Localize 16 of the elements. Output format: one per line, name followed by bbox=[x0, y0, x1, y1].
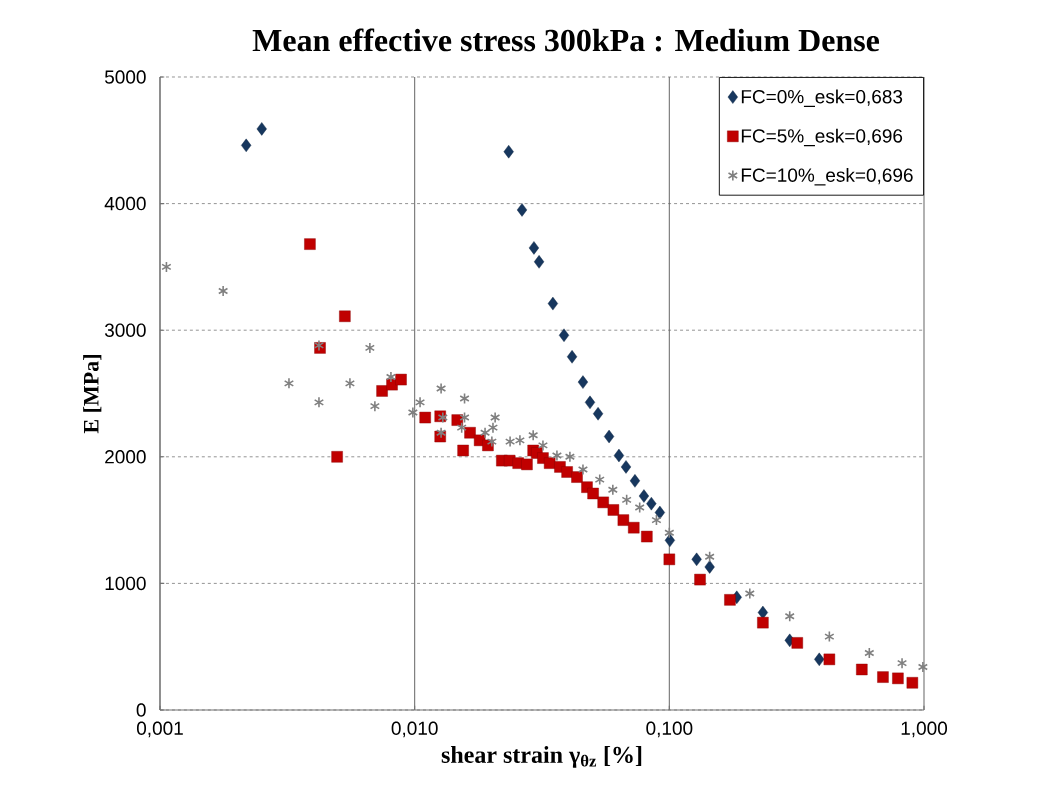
y-tick-label: 2000 bbox=[105, 450, 146, 464]
y-tick-label: 3000 bbox=[104, 323, 146, 337]
x-tick-label: 0,010 bbox=[391, 721, 438, 738]
x-tick-label: 0,100 bbox=[646, 721, 693, 738]
x-tick-label: 1,000 bbox=[901, 721, 948, 738]
y-tick-label: 4000 bbox=[104, 196, 146, 211]
legend-label: FC=0%_esk=0,683 bbox=[741, 89, 903, 107]
x-tick-label: 0,001 bbox=[136, 721, 183, 738]
x-axis-title: shear strain γ$_{θz}$ [%] bbox=[441, 746, 642, 768]
y-tick-label: 0 bbox=[136, 703, 146, 717]
chart-title: Mean effective stress 300kPa : Medium Dense bbox=[252, 28, 880, 52]
y-axis-title: E [MPa] bbox=[83, 355, 102, 434]
legend-label: FC=10%_esk=0,696 bbox=[741, 167, 913, 186]
legend-label: FC=5%_esk=0,696 bbox=[741, 128, 903, 147]
y-tick-label: 5000 bbox=[104, 70, 146, 84]
y-tick-label: 1000 bbox=[105, 576, 146, 591]
